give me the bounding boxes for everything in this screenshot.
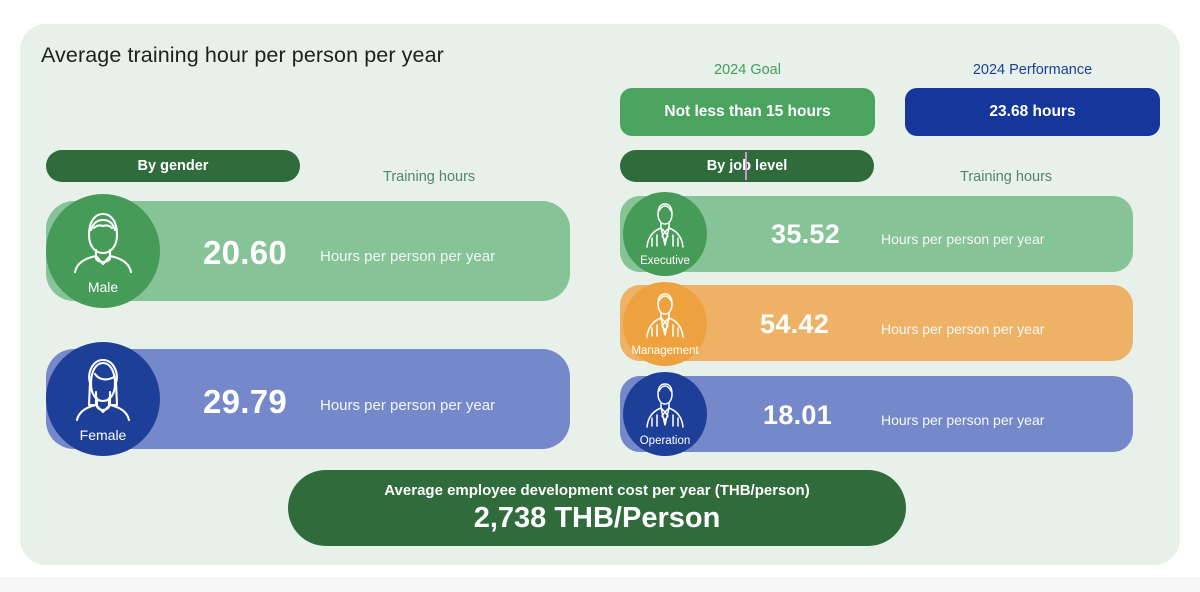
gender-value-male: 20.60 bbox=[203, 234, 288, 271]
gender-badge-female: Female bbox=[46, 342, 160, 456]
performance-badge: 23.68 hours bbox=[905, 88, 1160, 136]
joblevel-label-operation: Operation bbox=[639, 435, 691, 447]
page-title: Average training hour per person per yea… bbox=[41, 43, 444, 67]
joblevel-label-executive: Executive bbox=[640, 255, 690, 267]
joblevel-unit-executive: Hours per person per year bbox=[881, 231, 1045, 247]
cost-banner-value: 2,738 THB/Person bbox=[473, 501, 721, 534]
gender-label-male: Male bbox=[87, 279, 119, 295]
goal-caption: 2024 Goal bbox=[714, 62, 781, 78]
business-person-icon bbox=[646, 203, 684, 248]
joblevel-badge-executive: Executive bbox=[623, 192, 707, 276]
joblevel-axis-label: Training hours bbox=[960, 169, 1053, 185]
joblevel-unit-management: Hours per person per year bbox=[881, 321, 1045, 337]
section-pill-by-gender[interactable]: By gender bbox=[46, 150, 300, 182]
gender-label-female: Female bbox=[79, 427, 127, 443]
section-pill-by-job-level[interactable]: By job level bbox=[620, 150, 874, 182]
bottom-strip bbox=[0, 578, 1200, 592]
joblevel-badge-operation: Operation bbox=[623, 372, 707, 456]
joblevel-label-management: Management bbox=[631, 345, 699, 357]
business-person-icon bbox=[646, 293, 684, 338]
joblevel-value-management: 54.42 bbox=[760, 309, 830, 339]
female-avatar-icon bbox=[75, 358, 131, 422]
gender-value-female: 29.79 bbox=[203, 383, 288, 420]
text-caret bbox=[745, 152, 747, 180]
gender-badge-male: Male bbox=[46, 194, 160, 308]
business-person-icon bbox=[646, 383, 684, 428]
gender-unit-female: Hours per person per year bbox=[320, 397, 496, 414]
cost-banner-label: Average employee development cost per ye… bbox=[384, 481, 810, 499]
cost-banner: Average employee development cost per ye… bbox=[288, 470, 906, 546]
goal-badge: Not less than 15 hours bbox=[620, 88, 875, 136]
performance-caption: 2024 Performance bbox=[972, 62, 1093, 78]
joblevel-value-operation: 18.01 bbox=[763, 400, 833, 430]
gender-axis-label: Training hours bbox=[383, 169, 476, 185]
male-avatar-icon bbox=[73, 212, 133, 274]
joblevel-value-executive: 35.52 bbox=[771, 219, 841, 249]
gender-unit-male: Hours per person per year bbox=[320, 248, 496, 265]
joblevel-badge-management: Management bbox=[623, 282, 707, 366]
joblevel-unit-operation: Hours per person per year bbox=[881, 412, 1045, 428]
